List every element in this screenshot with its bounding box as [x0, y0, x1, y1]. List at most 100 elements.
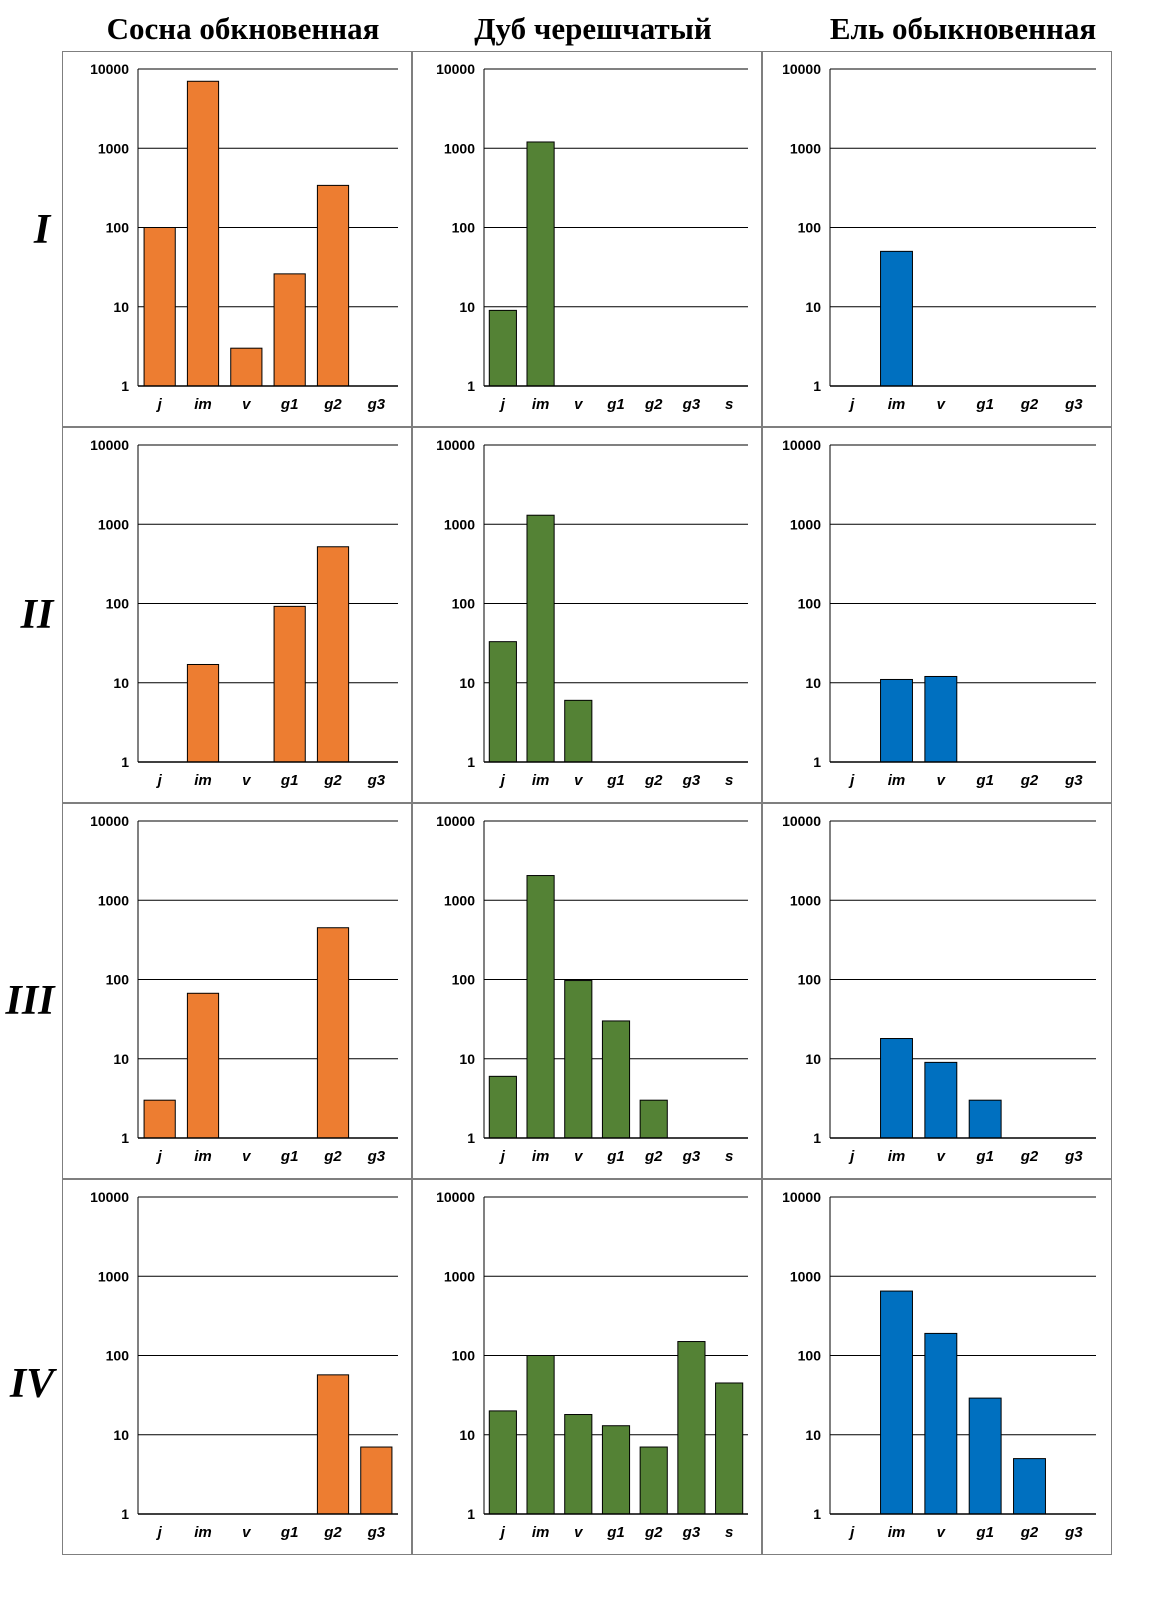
y-tick-label: 1: [121, 378, 129, 394]
bar-v: [924, 1332, 958, 1515]
y-tick-label: 10000: [782, 61, 821, 77]
chart-panel-1-2: 1 10 100 1000 10000 j im v g1 g2 g3 s: [412, 51, 762, 427]
y-tick-label: 1000: [444, 892, 475, 908]
x-tick-label: im: [532, 1524, 550, 1541]
bar-j: [488, 641, 517, 763]
bar-g2: [639, 1446, 668, 1515]
x-tick-label: im: [888, 396, 906, 413]
x-tick-label: g1: [975, 1524, 994, 1541]
x-tick-label: s: [725, 396, 733, 413]
y-tick-label: 10000: [90, 437, 129, 453]
x-tick-label: j: [848, 772, 855, 789]
chart-panel-3-1: 1 10 100 1000 10000 j im v g1 g2 g3: [62, 803, 412, 1179]
bar-im: [186, 80, 220, 387]
x-tick-label: g3: [367, 1148, 386, 1165]
x-tick-label: v: [574, 1524, 584, 1541]
y-tick-label: 10: [113, 299, 129, 315]
x-tick-label: g3: [682, 772, 701, 789]
panel-border: [412, 803, 762, 1179]
chart-panel-1-3: 1 10 100 1000 10000 j im v g1 g2 g3: [762, 51, 1112, 427]
panel-border: [762, 803, 1112, 1179]
bar-j: [488, 1410, 517, 1515]
bar-g2: [1013, 1458, 1046, 1515]
x-tick-label: s: [725, 1524, 733, 1541]
x-tick-label: im: [888, 1524, 906, 1541]
y-tick-label: 10000: [436, 813, 475, 829]
y-tick-label: 10: [805, 675, 821, 691]
bar-im: [526, 141, 555, 387]
x-tick-label: j: [499, 1524, 506, 1541]
x-tick-label: g2: [644, 772, 663, 789]
chart-panel-2-3: 1 10 100 1000 10000 j im v g1 g2 g3: [762, 427, 1112, 803]
y-tick-label: 100: [798, 1348, 822, 1364]
chart-panel-2-2: 1 10 100 1000 10000 j im v g1 g2 g3 s: [412, 427, 762, 803]
bar-v: [564, 699, 593, 763]
y-tick-label: 10: [113, 1051, 129, 1067]
bar-im: [526, 514, 555, 763]
x-tick-label: g1: [606, 1524, 625, 1541]
y-tick-label: 1: [121, 1506, 129, 1522]
x-tick-label: j: [499, 1148, 506, 1165]
x-tick-label: j: [156, 1524, 163, 1541]
y-tick-label: 1: [467, 1130, 475, 1146]
chart-panel-3-2: 1 10 100 1000 10000 j im v g1 g2 g3 s: [412, 803, 762, 1179]
panel-border: [412, 51, 762, 427]
y-tick-label: 10: [113, 1427, 129, 1443]
y-tick-label: 1000: [790, 140, 821, 156]
x-tick-label: v: [242, 772, 252, 789]
bar-g1: [273, 605, 306, 763]
chart-panel-2-1: 1 10 100 1000 10000 j im v g1 g2 g3: [62, 427, 412, 803]
x-tick-label: v: [574, 396, 584, 413]
row-label-3: III: [4, 978, 56, 1024]
column-title-oak: Дуб черешчатый: [474, 11, 712, 46]
bar-v: [564, 980, 593, 1139]
bar-s: [715, 1382, 744, 1515]
x-tick-label: g1: [280, 1148, 299, 1165]
y-tick-label: 1: [813, 378, 821, 394]
chart-panel-4-2: 1 10 100 1000 10000 j im v g1 g2 g3 s: [412, 1179, 762, 1555]
y-tick-label: 100: [452, 1348, 476, 1364]
bar-j: [488, 309, 517, 387]
bar-g3: [360, 1446, 393, 1515]
y-tick-label: 100: [106, 596, 130, 612]
y-tick-label: 1: [121, 1130, 129, 1146]
panel-border: [62, 1179, 412, 1555]
x-tick-label: g1: [975, 772, 994, 789]
y-tick-label: 1000: [98, 892, 129, 908]
y-tick-label: 1: [813, 754, 821, 770]
x-tick-label: g3: [1064, 772, 1083, 789]
x-tick-label: v: [937, 772, 947, 789]
x-tick-label: g1: [975, 1148, 994, 1165]
bar-j: [143, 1099, 176, 1139]
x-tick-label: g1: [280, 396, 299, 413]
y-tick-label: 10000: [436, 1189, 475, 1205]
x-tick-label: s: [725, 772, 733, 789]
x-tick-label: g1: [606, 396, 625, 413]
y-tick-label: 1000: [98, 516, 129, 532]
bar-v: [924, 1061, 958, 1139]
bar-im: [526, 1355, 555, 1515]
y-tick-label: 1000: [790, 892, 821, 908]
x-tick-label: g1: [606, 772, 625, 789]
x-tick-label: g3: [682, 396, 701, 413]
column-title-spruce: Ель обыкновенная: [830, 11, 1096, 46]
y-tick-label: 1: [813, 1506, 821, 1522]
y-tick-label: 100: [106, 1348, 130, 1364]
bar-g1: [968, 1099, 1002, 1139]
bar-g2: [316, 184, 350, 387]
y-tick-label: 10000: [782, 437, 821, 453]
bar-g2: [316, 546, 350, 763]
bar-g2: [316, 927, 350, 1139]
bar-g1: [968, 1397, 1002, 1515]
y-tick-label: 1: [467, 378, 475, 394]
bar-g1: [601, 1020, 631, 1139]
chart-panel-4-3: 1 10 100 1000 10000 j im v g1 g2 g3: [762, 1179, 1112, 1555]
x-tick-label: j: [499, 396, 506, 413]
bar-g2: [639, 1099, 668, 1139]
x-tick-label: j: [156, 396, 163, 413]
x-tick-label: g2: [323, 1148, 342, 1165]
x-tick-label: g2: [1020, 396, 1039, 413]
x-tick-label: g3: [1064, 1148, 1083, 1165]
x-tick-label: v: [937, 396, 947, 413]
y-tick-label: 1000: [444, 140, 475, 156]
